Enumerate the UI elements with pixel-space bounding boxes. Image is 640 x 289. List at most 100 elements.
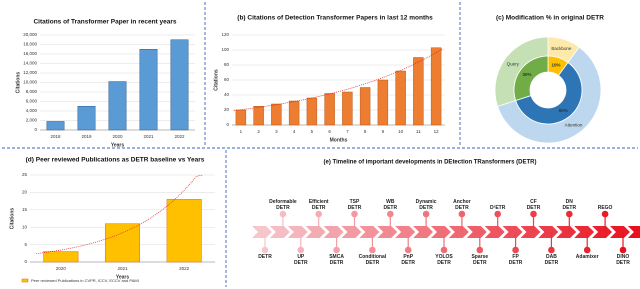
timeline-dot [601, 210, 609, 218]
timeline-chevron [484, 226, 505, 238]
timeline-chevron [538, 226, 559, 238]
bar [377, 79, 389, 126]
chart-title: (b) Citations of Detection Transformer P… [237, 15, 433, 22]
y-tick-label: 14,000 [23, 61, 37, 66]
timeline-chevron [627, 226, 640, 238]
bar [288, 100, 300, 126]
x-axis-label: Months [330, 137, 348, 143]
y-tick-label: 2,000 [26, 118, 38, 123]
bar [139, 49, 158, 131]
timeline-label: WB DETR [383, 199, 397, 211]
chart-title: (c) Modification % in original DETR [496, 15, 604, 22]
timeline-dot [315, 210, 323, 218]
trendline [36, 174, 203, 255]
x-tick-label: 2022 [174, 134, 185, 139]
timeline-chevron [395, 226, 416, 238]
x-tick-label: 5 [311, 129, 314, 134]
y-axis-label: Citations [15, 72, 21, 94]
trendline [233, 48, 444, 111]
x-tick-label: 2 [257, 129, 260, 134]
timeline-chevron [377, 226, 398, 238]
segment-label: Attention [565, 122, 583, 127]
timeline-chevron [413, 226, 433, 238]
x-tick-label: 2021 [143, 134, 154, 139]
timeline-dot [261, 246, 269, 254]
y-tick-label: 4,000 [26, 108, 38, 113]
bar [253, 106, 264, 126]
y-tick-label: 0 [226, 122, 229, 127]
bar [430, 47, 442, 126]
bar [324, 93, 335, 126]
timeline-chevron [466, 226, 487, 238]
x-tick-label: 6 [328, 129, 331, 134]
y-axis-label: Citations [213, 69, 219, 91]
x-tick-label: 8 [364, 129, 367, 134]
segment-label: Query [507, 62, 520, 67]
timeline-label: FP DETR [509, 254, 523, 266]
timeline-dot [476, 246, 484, 254]
bar [104, 223, 141, 263]
y-tick-label: 0 [34, 127, 37, 132]
x-tick-label: 2020 [112, 134, 123, 139]
y-tick-label: 100 [221, 47, 229, 52]
y-tick-label: 0 [24, 259, 27, 264]
x-tick-label: 4 [293, 129, 296, 134]
bar [342, 91, 353, 126]
timeline-label: YOLOS DETR [435, 254, 453, 266]
segment-label: Backbone [551, 46, 572, 51]
timeline-chevron [431, 226, 451, 238]
x-tick-label: 2018 [50, 134, 61, 139]
y-tick-label: 6,000 [26, 99, 38, 104]
value-label: 30% [522, 72, 531, 77]
y-tick-label: 80 [224, 62, 230, 67]
x-tick-label: 10 [398, 129, 404, 134]
timeline-label: Adamixer [576, 254, 599, 260]
x-tick-label: 12 [434, 129, 440, 134]
bar [359, 87, 371, 126]
timeline-label: PnP DETR [401, 254, 415, 266]
chart-title: (d) Peer reviewed Publications as DETR b… [26, 157, 205, 164]
timeline-label: REGO [598, 205, 613, 211]
timeline-chevron [520, 226, 541, 238]
pie-segment [513, 55, 549, 102]
timeline-dot [333, 246, 340, 254]
y-tick-label: 10,000 [23, 80, 37, 85]
timeline-title: (e) Timeline of important developments i… [324, 160, 537, 166]
timeline-chevron [448, 226, 469, 238]
pie-segment [515, 61, 583, 125]
y-tick-label: 12,000 [23, 70, 37, 75]
y-tick-label: 20,000 [23, 32, 37, 37]
bar [395, 70, 406, 126]
timeline-chevron [556, 226, 577, 238]
timeline-chevron [305, 226, 326, 238]
y-tick-label: 5 [24, 242, 27, 247]
value-label: 60% [559, 108, 568, 113]
timeline-label: CF DETR [527, 199, 541, 211]
value-label: 10% [552, 62, 561, 67]
y-tick-label: 20 [22, 190, 28, 195]
timeline-chevron [592, 226, 612, 238]
timeline-chevron [502, 226, 523, 238]
bar [46, 121, 65, 131]
timeline-label: TSP DETR [348, 199, 362, 211]
timeline-dot [619, 246, 627, 254]
timeline-dot [583, 246, 591, 254]
y-tick-label: 10 [22, 224, 28, 229]
x-tick-label: 7 [346, 129, 349, 134]
timeline-label: D²ETR [490, 205, 506, 211]
x-tick-label: 1 [240, 129, 243, 134]
timeline-chevron [287, 226, 308, 238]
timeline-chevron [341, 226, 362, 238]
bar [43, 251, 79, 263]
y-tick-label: 8,000 [26, 89, 38, 94]
bar [108, 81, 127, 131]
bar [166, 199, 202, 263]
y-tick-label: 120 [221, 32, 229, 37]
timeline-dot [404, 246, 412, 254]
timeline-label: Deformable DETR [269, 199, 297, 211]
chart-title: Citations of Transformer Paper in recent… [33, 19, 176, 26]
timeline-dot [369, 246, 376, 254]
timeline-dot [548, 246, 555, 254]
x-tick-label: 9 [382, 129, 385, 134]
